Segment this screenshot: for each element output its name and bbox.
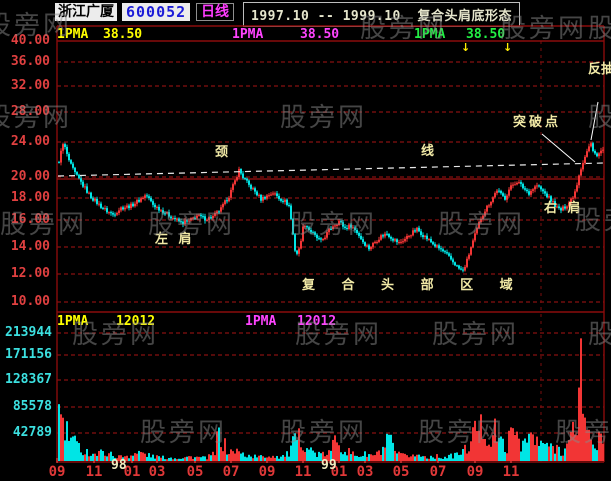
volume-ma-value: 12012: [116, 314, 156, 329]
price-axis-label: 28.00: [10, 104, 50, 119]
volume-axis-label: 213944: [5, 325, 52, 340]
month-axis-label: 03: [356, 464, 374, 480]
price-ma-value: 38.50: [103, 27, 143, 42]
neckline-label-right: 线: [421, 144, 438, 159]
month-axis-label: 03: [148, 464, 166, 480]
grid-layer: [57, 41, 604, 462]
month-axis-label: 09: [48, 464, 66, 480]
annotation-lines-layer: [57, 101, 605, 177]
month-axis-label: 07: [222, 464, 240, 480]
down-arrow-marker: ↓: [503, 41, 513, 54]
year-axis-label: 98: [111, 458, 127, 473]
price-axis-label: 40.00: [10, 33, 50, 48]
price-axis-label: 32.00: [10, 78, 50, 93]
price-ma-value: 38.50: [466, 27, 506, 42]
month-axis-label: 05: [392, 464, 410, 480]
stock-name[interactable]: 浙江广厦: [55, 3, 117, 21]
annotation-pointer-line: [541, 133, 576, 163]
month-axis-label: 11: [85, 464, 103, 480]
month-axis-label: 11: [502, 464, 520, 480]
volume-axis-label: 171156: [5, 347, 52, 362]
right-shoulder-label: 右 肩: [544, 201, 584, 216]
volume-axis-label: 42789: [12, 425, 52, 440]
month-axis-label: 11: [294, 464, 312, 480]
candlestick-layer: [58, 141, 604, 273]
month-axis-label: 07: [429, 464, 447, 480]
stock-code[interactable]: 600052: [122, 3, 191, 21]
price-axis-label: 14.00: [10, 239, 50, 254]
down-arrow-marker: ↓: [461, 41, 471, 54]
month-axis-label: 01: [123, 464, 141, 480]
price-axis-label: 36.00: [10, 54, 50, 69]
pullback-label: 反抽: [588, 62, 611, 77]
left-shoulder-label: 左 肩: [155, 232, 195, 247]
head-zone-label: 复 合 头 部 区 域: [302, 278, 524, 293]
volume-ma-label: 1PMA: [57, 314, 89, 329]
month-axis-label: 09: [466, 464, 484, 480]
price-axis-label: 10.00: [10, 294, 50, 309]
month-axis-label: 05: [186, 464, 204, 480]
price-axis-label: 18.00: [10, 190, 50, 205]
month-axis-label: 01: [330, 464, 348, 480]
price-axis-label: 20.00: [10, 169, 50, 184]
neckline-label-left: 颈: [215, 145, 232, 160]
breakout-label: 突破点: [513, 115, 562, 130]
volume-axis-label: 85578: [12, 399, 52, 414]
price-axis-label: 24.00: [10, 134, 50, 149]
price-ma-label: 1PMA: [232, 27, 264, 42]
frame-layer: [56, 25, 605, 463]
price-ma-value: 38.50: [300, 27, 340, 42]
price-axis-label: 16.00: [10, 212, 50, 227]
period-daily-tab[interactable]: 日线: [196, 3, 234, 21]
month-axis-label: 09: [258, 464, 276, 480]
volume-axis-label: 128367: [5, 372, 52, 387]
volume-ma-label: 1PMA: [245, 314, 277, 329]
price-ma-label: 1PMA: [414, 27, 446, 42]
annotation-pointer-line: [590, 101, 599, 141]
year-axis-label: 99: [321, 458, 337, 473]
volume-layer: [58, 338, 604, 461]
price-axis-label: 12.00: [10, 266, 50, 281]
volume-ma-value: 12012: [297, 314, 337, 329]
price-ma-label: 1PMA: [57, 27, 89, 42]
pattern-info-box: 1997.10 -- 1999.10 复合头肩底形态: [243, 2, 521, 27]
neckline: [57, 162, 605, 177]
